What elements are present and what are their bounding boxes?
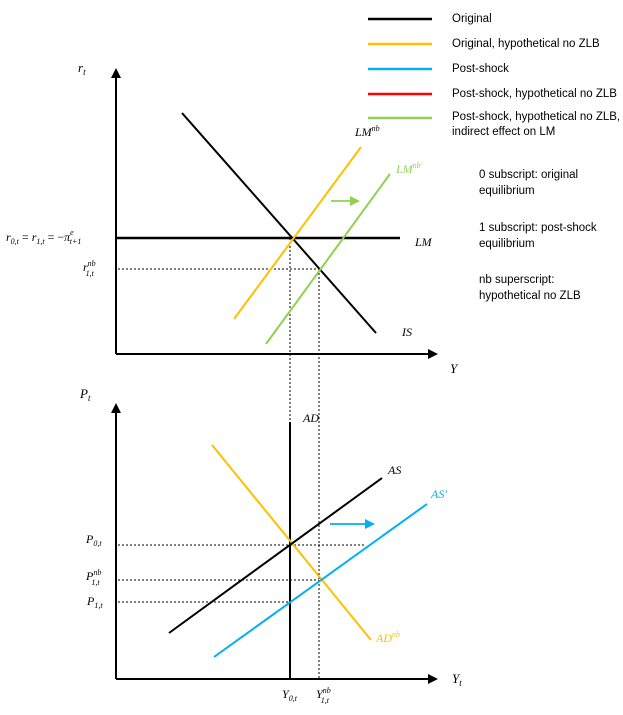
- note-superscript-nb-line1: nb superscript:: [479, 274, 554, 286]
- adnb-curve: [211, 444, 372, 641]
- ynb-label: Ynb 1,t: [316, 686, 331, 705]
- adnb-label: ADnb: [375, 630, 400, 645]
- r0-r1-pi-label: r0,t = r1,t = −πe t+1: [6, 228, 81, 246]
- lmnb-label: LMnb: [354, 124, 380, 139]
- lm-label: LM: [414, 235, 433, 249]
- islm-y-axis-label: rt: [78, 60, 86, 77]
- p1-label: P1,t: [86, 594, 103, 610]
- as-label: AS: [387, 463, 401, 477]
- legend-label-original: Original: [452, 13, 492, 25]
- legend-entry-post-shock-no-zlb-indirect: Post-shock, hypothetical no ZLB, indirec…: [368, 111, 620, 138]
- is-curve: [181, 112, 377, 334]
- asad-x-axis-label: Yt: [452, 671, 462, 688]
- legend-label-original-no-zlb: Original, hypothetical no ZLB: [452, 38, 600, 50]
- legend-label-post-shock-no-zlb: Post-shock, hypothetical no ZLB: [452, 88, 617, 100]
- legend-entry-original-no-zlb: Original, hypothetical no ZLB: [368, 38, 600, 50]
- asad-y-axis-label: Pt: [79, 386, 91, 403]
- pnb-label: Pnb 1,t: [85, 568, 101, 587]
- legend: Original Original, hypothetical no ZLB P…: [368, 13, 620, 138]
- lmnb-prime-curve: [265, 173, 391, 345]
- as-prime-label: AS′: [430, 487, 447, 501]
- legend-entry-original: Original: [368, 13, 492, 25]
- ad-label: AD: [302, 411, 319, 425]
- as-prime-curve: [213, 503, 428, 658]
- note-superscript-nb-line2: hypothetical no ZLB: [479, 290, 581, 302]
- lmnb-prime-label: LMnb′: [395, 161, 423, 176]
- legend-entry-post-shock-no-zlb: Post-shock, hypothetical no ZLB: [368, 88, 617, 100]
- notes: 0 subscript: original equilibrium 1 subs…: [479, 169, 597, 302]
- note-subscript-0-line2: equilibrium: [479, 185, 535, 197]
- note-subscript-1-line1: 1 subscript: post-shock: [479, 222, 597, 234]
- islm-panel: rt Y LMnb LMnb′ LM IS r0,t = r1,t = −πe t…: [6, 60, 459, 580]
- islm-x-axis-label: Y: [450, 361, 459, 376]
- legend-entry-post-shock: Post-shock: [368, 63, 509, 75]
- asad-panel: Pt Yt AD AS AS′ ADnb P0,t Pnb 1,t P1,t Y0…: [79, 386, 462, 705]
- p0-label: P0,t: [85, 532, 102, 548]
- y0-label: Y0,t: [282, 687, 298, 703]
- lmnb-curve: [233, 146, 362, 320]
- note-subscript-0-line1: 0 subscript: original: [479, 169, 578, 181]
- is-label: IS: [401, 325, 412, 339]
- legend-label-post-shock-no-zlb-indirect-line2: indirect effect on LM: [452, 126, 555, 138]
- legend-label-post-shock-no-zlb-indirect-line1: Post-shock, hypothetical no ZLB,: [452, 111, 620, 123]
- as-curve: [168, 477, 383, 634]
- rnb-label: rnb 1,t: [83, 259, 96, 278]
- note-subscript-1-line2: equilibrium: [479, 238, 535, 250]
- legend-label-post-shock: Post-shock: [452, 63, 509, 75]
